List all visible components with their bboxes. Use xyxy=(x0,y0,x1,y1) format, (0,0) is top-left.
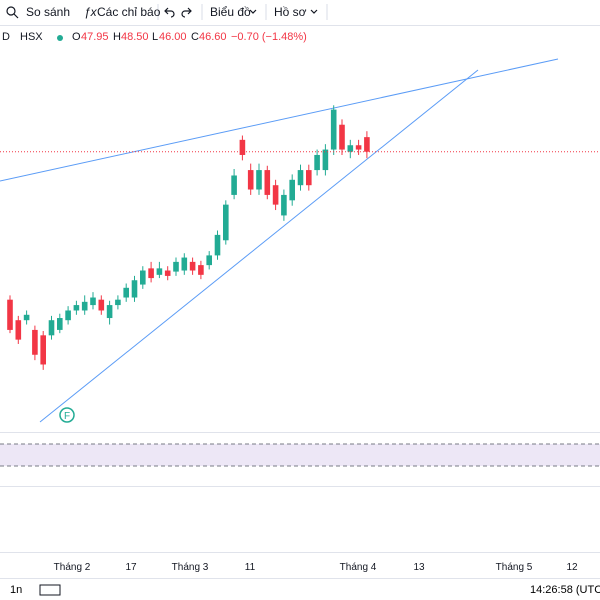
low-label: L xyxy=(152,31,159,43)
event-marker[interactable] xyxy=(59,407,75,423)
candle-body xyxy=(272,185,279,205)
candle-body xyxy=(73,305,80,311)
search-icon-handle xyxy=(13,13,19,19)
time-tick-label: Tháng 5 xyxy=(495,562,533,573)
candle-body xyxy=(330,109,337,150)
indicators-icon: ƒx xyxy=(84,5,98,19)
candle-body xyxy=(256,170,262,190)
candle-body xyxy=(281,194,287,216)
candle-body xyxy=(223,204,229,241)
chart-menu[interactable]: Biểu đồ xyxy=(210,5,251,19)
candle-body xyxy=(115,299,121,306)
candle-body xyxy=(306,170,312,186)
candle-body xyxy=(65,310,71,321)
search-icon[interactable] xyxy=(6,6,16,16)
candle-body xyxy=(98,299,105,311)
rsi-band xyxy=(0,444,600,466)
time-tick-label: 12 xyxy=(566,562,578,573)
symbol-name: D xyxy=(2,31,10,43)
trend-line xyxy=(0,58,559,182)
candle-body xyxy=(23,314,30,321)
interval[interactable]: 1n xyxy=(10,584,23,596)
undo-icon[interactable] xyxy=(164,7,175,18)
redo-icon[interactable] xyxy=(181,7,192,18)
market-status xyxy=(57,35,63,41)
chevron xyxy=(310,9,318,14)
candle-body xyxy=(140,270,146,285)
clock: 14:26:58 (UTC+ xyxy=(530,584,600,596)
candle-body xyxy=(40,335,46,365)
toolbar: So sánh Các chỉ báo Biểu đồ Hồ sơ xyxy=(0,0,600,26)
candle-body xyxy=(347,145,354,152)
candle-body xyxy=(131,280,138,298)
candle-body xyxy=(314,154,320,171)
change: −0.70 (−1.48%) xyxy=(231,31,307,43)
compare-button[interactable]: So sánh xyxy=(26,5,71,19)
settings-icon[interactable] xyxy=(39,584,61,596)
chevron xyxy=(249,9,257,14)
indicators-button[interactable]: Các chỉ báo xyxy=(97,5,161,19)
candle-body xyxy=(206,255,212,266)
low-value: 46.00 xyxy=(159,31,187,43)
candle-body xyxy=(264,170,271,195)
candle-body xyxy=(48,320,55,336)
candle-body xyxy=(173,261,179,272)
profile-menu[interactable]: Hồ sơ xyxy=(274,5,307,19)
open-value: 47.95 xyxy=(81,31,109,43)
close-value: 46.60 xyxy=(199,31,227,43)
pane-separator xyxy=(0,486,600,487)
pane-separator xyxy=(0,432,600,433)
time-tick-label: Tháng 4 xyxy=(339,562,377,573)
time-tick-label: 13 xyxy=(413,562,425,573)
candle-body xyxy=(322,149,329,171)
pane-separator xyxy=(0,578,600,579)
candle-body xyxy=(57,318,63,330)
candle-body xyxy=(339,124,345,150)
time-tick-label: Tháng 2 xyxy=(53,562,91,573)
toolbar-icons xyxy=(6,4,328,20)
candle-body xyxy=(355,145,362,150)
candle-body xyxy=(90,297,96,306)
candle-body xyxy=(189,261,196,271)
candle-body xyxy=(239,139,246,155)
trend-line xyxy=(39,69,479,423)
candle-body xyxy=(364,137,370,152)
time-tick-label: 17 xyxy=(125,562,137,573)
time-tick-label: Tháng 3 xyxy=(171,562,209,573)
candle-body xyxy=(247,170,254,190)
time-tick-label: 11 xyxy=(244,562,256,573)
candle-body xyxy=(231,175,237,195)
candle-body xyxy=(106,305,113,319)
candle-body xyxy=(148,268,154,279)
high-label: H xyxy=(113,31,121,43)
candle-body xyxy=(123,287,129,298)
candle-body xyxy=(289,179,295,201)
symbol-exchange: HSX xyxy=(20,31,43,43)
candle-body xyxy=(164,270,171,276)
candle-body xyxy=(297,170,304,186)
candle-body xyxy=(156,268,163,275)
pane-separator xyxy=(0,552,600,553)
candle-body xyxy=(81,301,88,311)
high-value: 48.50 xyxy=(121,31,149,43)
candle-body xyxy=(15,320,22,340)
candle-body xyxy=(181,257,188,271)
candle-body xyxy=(198,265,204,275)
candle-body xyxy=(214,234,221,256)
open-label: O xyxy=(72,31,81,43)
event-marker-icon: F xyxy=(64,411,70,422)
candle-body xyxy=(32,329,38,355)
candle-body xyxy=(7,299,13,330)
close-label: C xyxy=(191,31,199,43)
